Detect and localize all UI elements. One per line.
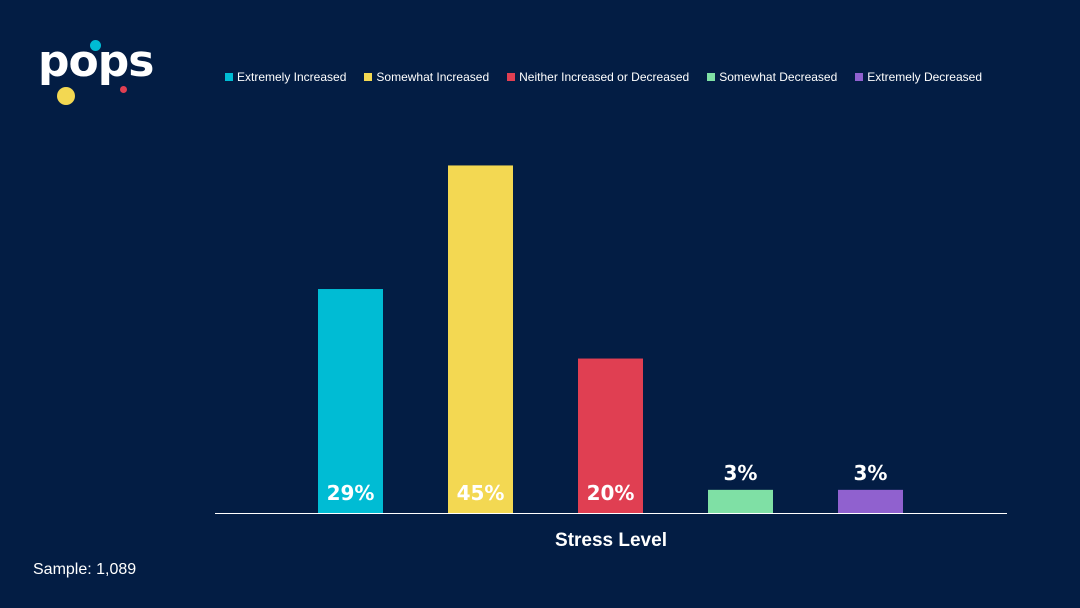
pops-logo: pops [38,36,158,108]
bar [318,289,383,513]
bar-data-label: 3% [724,461,758,485]
bar-data-label: 29% [327,481,375,505]
logo-dot-yellow [57,87,75,105]
logo-dot-teal [90,40,101,51]
legend-swatch [855,73,864,81]
bar [708,489,773,513]
bar [578,358,643,513]
legend-item: Somewhat Increased [364,70,489,84]
bar-data-label: 3% [854,461,888,485]
logo-dot-red [120,86,127,93]
legend-item: Extremely Decreased [855,70,982,84]
bar [448,165,513,513]
legend-swatch [507,73,516,81]
legend-item: Somewhat Decreased [707,70,837,84]
bar [838,489,903,513]
legend-swatch [707,73,716,81]
x-axis-title: Stress Level [555,530,667,551]
legend-label: Somewhat Increased [376,70,490,84]
legend-swatch [225,73,233,81]
legend-swatch [364,73,373,81]
chart-legend: Extremely Increased Somewhat Increased Nei… [225,70,982,84]
sample-size: Sample: 1,089 [33,561,137,578]
bar-data-label: 20% [587,481,635,505]
legend-label: Extremely Increased [237,70,347,84]
legend-label: Somewhat Decreased [719,70,838,84]
legend-label: Extremely Decreased [867,70,982,84]
legend-item: Extremely Increased [225,70,346,84]
legend-label: Neither Increased or Decreased [519,70,690,84]
legend-item: Neither Increased or Decreased [507,70,689,84]
bar-data-label: 45% [457,481,505,505]
